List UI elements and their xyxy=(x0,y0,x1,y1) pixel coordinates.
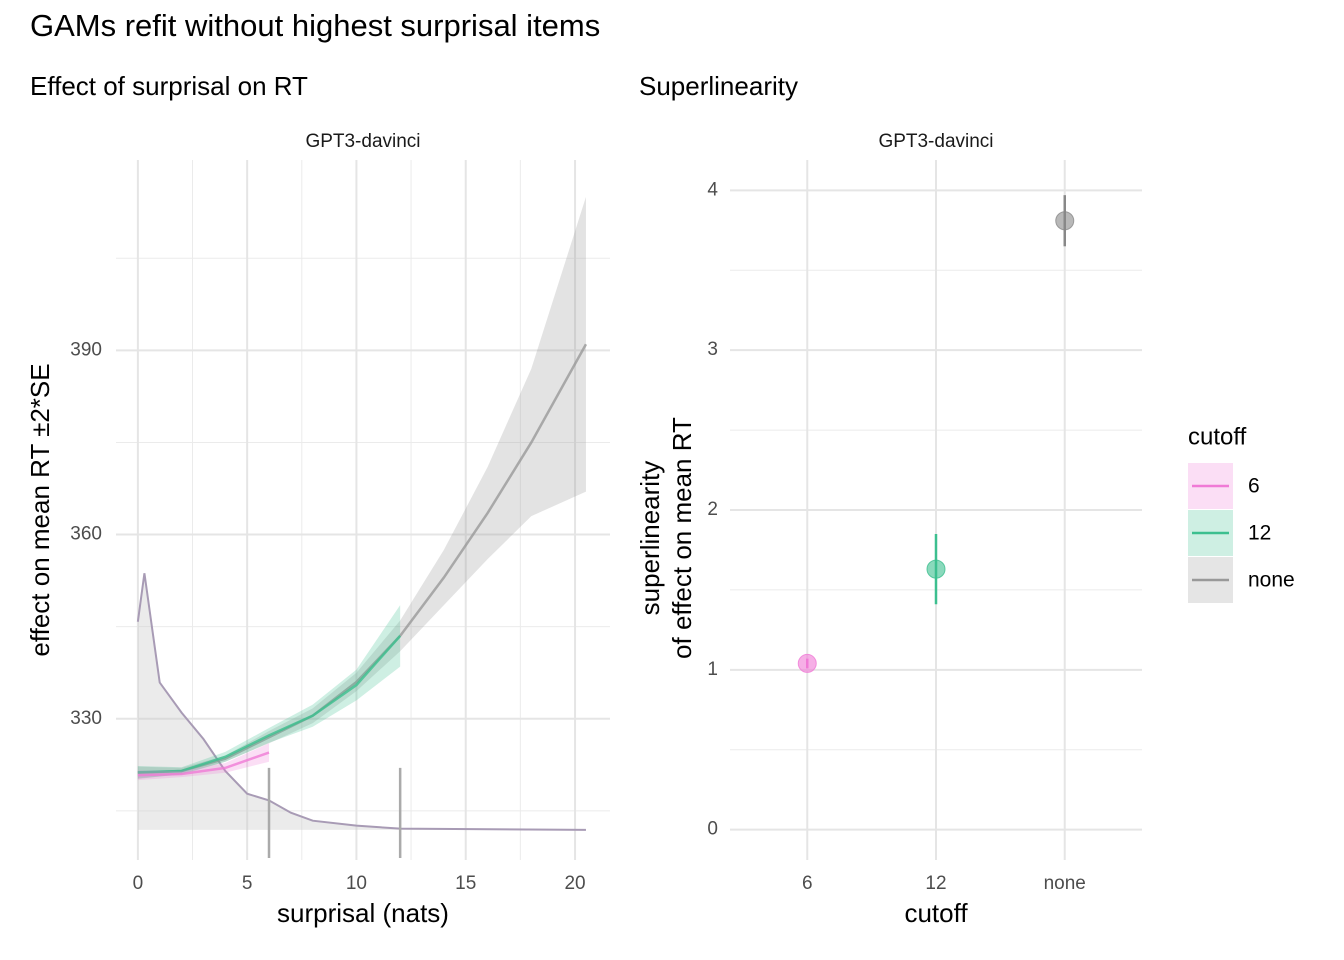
panel-title: Effect of surprisal on RT xyxy=(30,71,308,101)
legend-label: none xyxy=(1248,569,1295,592)
x-tick-label: 5 xyxy=(242,873,253,894)
y-axis-title: superlinearity xyxy=(635,461,665,616)
x-tick-label: 15 xyxy=(455,873,476,894)
x-tick-label: 12 xyxy=(925,873,946,894)
legend-label: 12 xyxy=(1248,522,1271,545)
y-tick-label: 2 xyxy=(707,499,718,520)
x-tick-label: 0 xyxy=(133,873,144,894)
figure-title: GAMs refit without highest surprisal ite… xyxy=(30,8,600,43)
x-tick-label: none xyxy=(1044,873,1086,894)
y-tick-label: 360 xyxy=(70,524,102,545)
x-axis-title: surprisal (nats) xyxy=(277,898,449,928)
series-line xyxy=(137,751,270,777)
panel-title: Superlinearity xyxy=(639,71,798,101)
y-tick-label: 1 xyxy=(707,659,718,680)
density-area xyxy=(137,573,586,830)
strip-label: GPT3-davinci xyxy=(878,131,993,152)
ribbon xyxy=(137,196,586,779)
x-tick-label: 10 xyxy=(346,873,367,894)
x-axis-title: cutoff xyxy=(904,898,968,928)
y-axis-title: effect on mean RT ±2*SE xyxy=(25,363,55,656)
density-line xyxy=(136,573,586,831)
ribbon xyxy=(137,743,270,781)
x-tick-label: 6 xyxy=(802,873,813,894)
y-tick-label: 3 xyxy=(707,339,718,360)
y-axis-title: of effect on mean RT xyxy=(667,417,697,659)
strip-label: GPT3-davinci xyxy=(305,131,420,152)
y-tick-label: 330 xyxy=(70,708,102,729)
y-tick-label: 4 xyxy=(707,179,718,200)
series-line xyxy=(137,635,402,774)
y-tick-label: 390 xyxy=(70,339,102,360)
legend-label: 6 xyxy=(1248,475,1260,498)
y-tick-label: 0 xyxy=(707,819,718,840)
x-tick-label: 20 xyxy=(564,873,585,894)
legend-title: cutoff xyxy=(1188,423,1247,450)
